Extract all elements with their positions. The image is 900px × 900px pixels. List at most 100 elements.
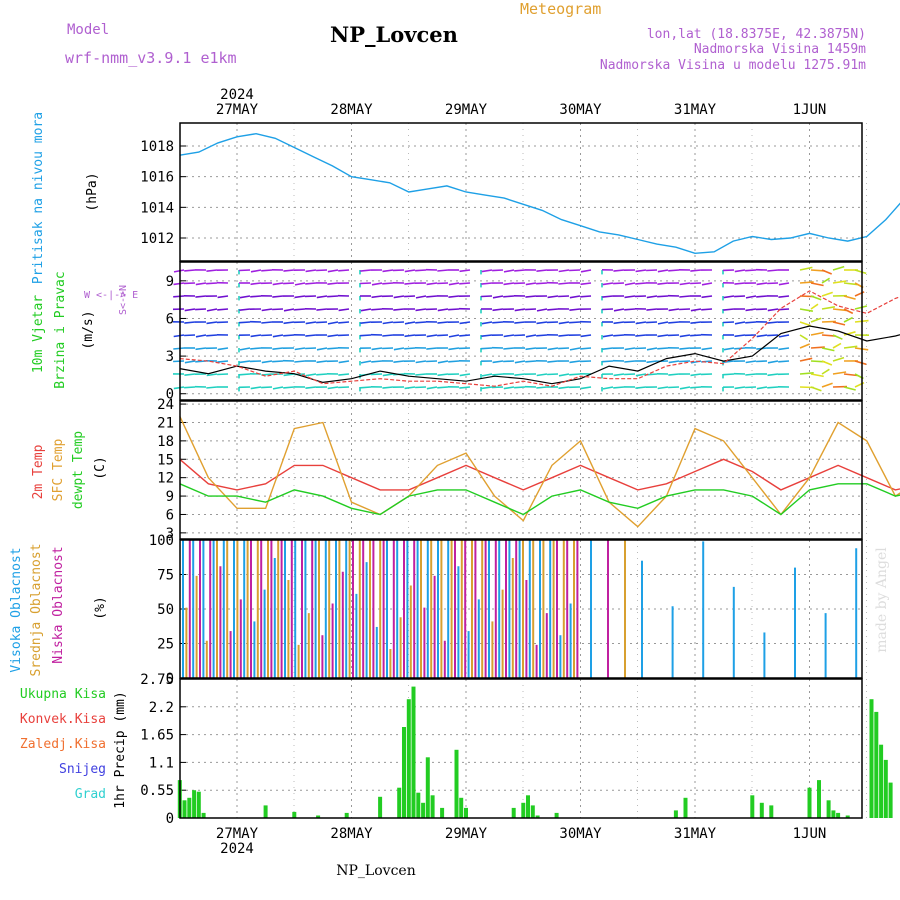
wind-barb bbox=[767, 308, 779, 312]
cloud-label-mid: Srednja Oblacnost bbox=[29, 543, 44, 676]
wind-barb bbox=[283, 373, 295, 377]
wind-barb bbox=[558, 347, 570, 350]
wind-barb bbox=[503, 282, 515, 286]
precip-bar bbox=[263, 805, 268, 818]
wind-barb bbox=[272, 334, 284, 338]
wind-barb bbox=[481, 295, 493, 298]
wind-barb bbox=[261, 360, 273, 364]
wind-barb bbox=[646, 308, 658, 311]
wind-barb bbox=[393, 360, 405, 363]
wind-barb bbox=[832, 308, 847, 312]
ytick-label: 0.55 bbox=[140, 783, 174, 799]
wind-barb bbox=[250, 295, 262, 298]
wind-barb bbox=[294, 295, 306, 299]
wind-barb bbox=[305, 386, 317, 389]
wind-barb bbox=[536, 386, 548, 389]
wind-barb bbox=[338, 321, 350, 324]
wind-barb bbox=[360, 282, 372, 285]
wind-barb bbox=[360, 360, 372, 364]
wind-barb bbox=[767, 373, 779, 377]
wind-barb bbox=[195, 282, 207, 286]
precip-bar bbox=[831, 810, 836, 818]
wind-barb bbox=[272, 360, 284, 363]
wind-barb bbox=[657, 295, 669, 298]
wind-barb bbox=[448, 295, 460, 298]
wind-barb bbox=[415, 373, 427, 376]
bottom-date-label: 29MAY bbox=[445, 826, 488, 842]
wind-barb bbox=[415, 360, 427, 364]
wind-barb bbox=[756, 360, 768, 363]
temp-label-dewpt: dewpt Temp bbox=[71, 431, 86, 509]
wind-barb bbox=[184, 360, 196, 364]
wind-barb bbox=[657, 386, 669, 390]
wind-barb bbox=[547, 373, 559, 376]
wind-barb bbox=[426, 360, 438, 363]
wind-barb bbox=[690, 321, 702, 324]
wind-barb bbox=[602, 360, 614, 363]
panel: 0 0.55 1.1 1.65 2.2 2.75 bbox=[140, 672, 893, 827]
wind-barb bbox=[514, 360, 526, 364]
wind-barb bbox=[668, 386, 680, 389]
wind-barb bbox=[404, 282, 416, 285]
wind-barb bbox=[547, 347, 559, 351]
wind-barb bbox=[327, 347, 339, 350]
wind-barb bbox=[371, 360, 383, 363]
wind-barb bbox=[832, 321, 846, 326]
wind-barb bbox=[799, 281, 814, 284]
wind-barb bbox=[679, 295, 691, 298]
wind-barb bbox=[734, 334, 746, 338]
pressure-unit: (hPa) bbox=[85, 172, 100, 211]
precip-bar bbox=[459, 797, 464, 818]
wind-barb bbox=[679, 347, 691, 350]
wind-barb bbox=[525, 295, 537, 298]
wind-barb bbox=[294, 347, 306, 351]
wind-barb bbox=[799, 266, 813, 271]
wind-barb bbox=[745, 373, 757, 376]
wind-barb bbox=[767, 334, 779, 337]
wind-barb bbox=[481, 334, 493, 337]
wind-barb bbox=[799, 334, 809, 341]
wind-barb bbox=[294, 360, 306, 363]
wind-barb bbox=[821, 382, 833, 388]
wind-barb bbox=[821, 306, 836, 310]
top-date-label: 27MAY bbox=[216, 102, 259, 118]
precip-bar bbox=[817, 780, 821, 818]
precip-bar bbox=[535, 815, 540, 818]
wind-barb bbox=[184, 373, 196, 376]
wind-barb bbox=[206, 386, 218, 389]
wind-barb bbox=[756, 282, 768, 286]
precip-bar bbox=[759, 802, 764, 818]
wind-barb bbox=[624, 295, 636, 299]
ytick-label: 15 bbox=[157, 452, 174, 468]
wind-barb bbox=[854, 269, 867, 275]
wind-barb bbox=[481, 282, 493, 285]
wind-barb bbox=[305, 334, 317, 337]
wind-barb bbox=[514, 308, 526, 312]
wind-barb bbox=[261, 269, 273, 272]
wind-barb bbox=[437, 373, 449, 377]
wind-barb bbox=[580, 282, 592, 286]
wind-barb bbox=[810, 317, 822, 323]
wind-barb bbox=[832, 342, 842, 349]
ytick-label: 3 bbox=[166, 349, 174, 365]
panel: 0 3 6 9 bbox=[166, 262, 900, 403]
wind-barb bbox=[327, 282, 339, 285]
wind-barb bbox=[569, 295, 581, 299]
wind-barb bbox=[283, 386, 295, 389]
wind-barb bbox=[415, 295, 427, 299]
precip-bar bbox=[421, 802, 426, 818]
ytick-label: 2.2 bbox=[149, 700, 174, 716]
panel: 1012 1014 1016 1018 bbox=[140, 123, 900, 261]
wind-barb bbox=[382, 386, 394, 389]
wind-barb bbox=[723, 295, 735, 299]
wind-ylabel: 10m Vjetar bbox=[31, 295, 46, 373]
wind-barb bbox=[316, 295, 328, 299]
wind-barb bbox=[338, 386, 350, 389]
cloud-bars bbox=[182, 540, 858, 678]
wind-barb bbox=[536, 373, 548, 377]
wind-barb bbox=[569, 308, 581, 311]
wind-barb bbox=[679, 282, 691, 286]
wind-barb bbox=[569, 321, 581, 324]
wind-barb bbox=[184, 386, 196, 389]
ytick-label: 50 bbox=[157, 602, 174, 618]
